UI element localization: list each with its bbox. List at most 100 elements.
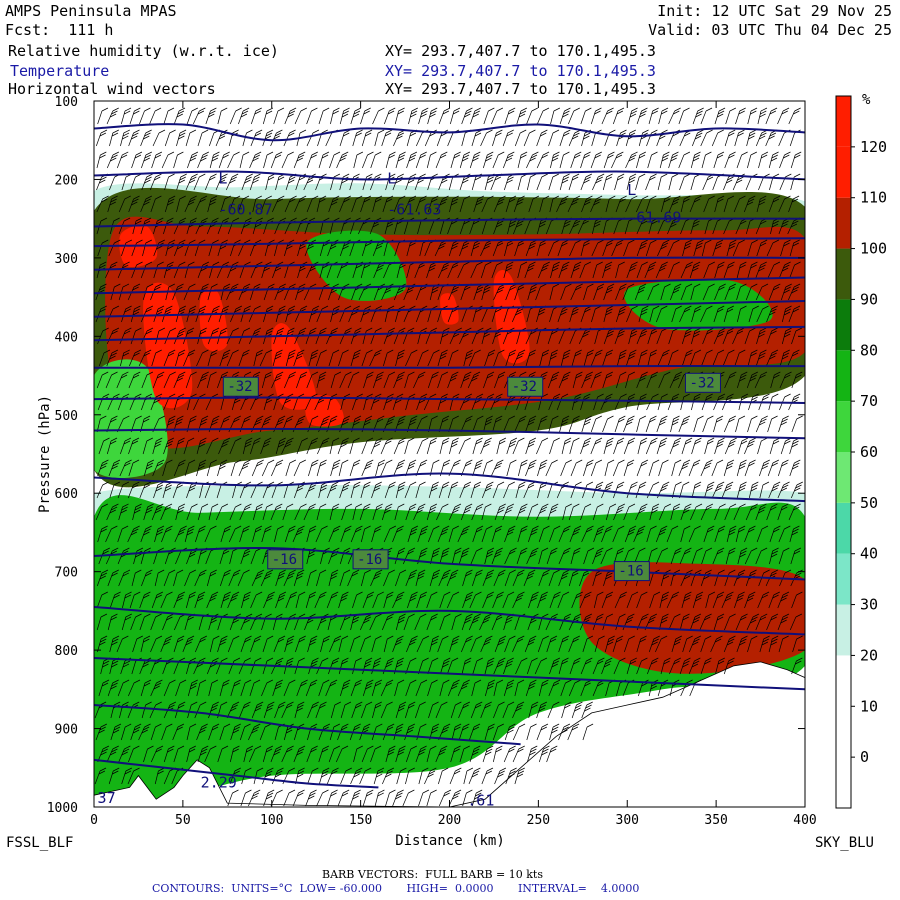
wind-barb-feather xyxy=(443,481,450,486)
wind-barb xyxy=(152,371,165,389)
wind-barb-staff xyxy=(248,308,255,323)
wind-barb-staff xyxy=(502,132,509,147)
wind-barb-feather xyxy=(132,437,140,442)
wind-barb xyxy=(209,151,220,169)
wind-barb-staff xyxy=(128,748,134,763)
wind-barb-feather xyxy=(141,729,148,734)
wind-barb xyxy=(128,371,141,389)
wind-barb-feather xyxy=(189,418,196,423)
wind-barb-feather xyxy=(156,374,164,379)
wind-barb-feather xyxy=(167,261,174,266)
wind-barb-feather xyxy=(299,129,307,134)
wind-barb xyxy=(138,723,151,741)
wind-barb-feather xyxy=(110,616,117,621)
wind-barb-feather xyxy=(122,132,130,137)
wind-barb-feather xyxy=(188,748,196,753)
wind-barb-feather xyxy=(143,660,150,665)
wind-barb-staff xyxy=(232,484,237,499)
wind-barb xyxy=(503,151,515,169)
wind-barb-staff xyxy=(154,572,159,587)
wind-barb-staff xyxy=(349,462,355,477)
wind-barb-feather xyxy=(398,107,405,112)
wind-barb-staff xyxy=(424,132,432,147)
wind-barb-staff xyxy=(164,132,170,147)
wind-barb-staff xyxy=(97,528,102,543)
wind-barb-feather xyxy=(212,418,219,423)
wind-barb xyxy=(106,327,120,345)
wind-barb xyxy=(339,107,350,125)
wind-barb-feather xyxy=(153,685,160,690)
wind-barb-staff xyxy=(149,704,157,719)
wind-barb-staff xyxy=(394,110,399,125)
wind-barb xyxy=(316,789,329,807)
wind-barb-feather xyxy=(222,154,229,159)
wind-barb xyxy=(160,503,173,521)
wind-barb xyxy=(384,107,396,125)
wind-barb-feather xyxy=(155,635,163,640)
wind-barb-feather xyxy=(277,107,285,112)
wind-barb-feather xyxy=(521,459,528,464)
wind-barb-feather xyxy=(255,352,263,357)
wind-barb-staff xyxy=(140,682,146,697)
wind-barb-staff xyxy=(153,220,158,235)
wind-barb xyxy=(226,349,239,367)
wind-barb-staff xyxy=(283,792,290,807)
wind-barb-feather xyxy=(187,201,195,206)
wind-barb-feather xyxy=(179,239,186,244)
wind-barb-feather xyxy=(112,151,120,156)
wind-barb xyxy=(207,349,218,367)
wind-barb-feather xyxy=(474,481,482,486)
wind-barb xyxy=(150,613,162,631)
wind-barb-feather xyxy=(111,261,118,266)
wind-barb-feather xyxy=(221,239,228,244)
wind-barb xyxy=(128,349,142,367)
wind-barb-staff xyxy=(183,286,190,301)
wind-barb-feather xyxy=(234,308,241,313)
wind-barb-staff xyxy=(504,176,509,191)
wind-barb xyxy=(155,327,166,345)
wind-barb xyxy=(141,569,153,587)
wind-barb-staff xyxy=(459,176,465,191)
wind-barb xyxy=(504,173,515,191)
wind-barb-feather xyxy=(211,726,219,731)
wind-barb xyxy=(435,151,448,169)
wind-barb xyxy=(128,459,140,477)
field-rh-name: Relative humidity (w.r.t. ice) xyxy=(8,42,279,60)
wind-barb-staff xyxy=(361,132,367,147)
wind-barb xyxy=(194,591,206,609)
wind-barb-feather xyxy=(178,462,185,467)
wind-barb-staff xyxy=(106,440,112,455)
wind-barb-staff xyxy=(150,682,157,697)
wind-barb-staff xyxy=(96,484,103,499)
wind-barb-feather xyxy=(210,594,217,599)
wind-barb-staff xyxy=(160,506,167,521)
wind-barb xyxy=(174,525,187,543)
wind-barb xyxy=(94,767,107,785)
wind-barb-staff xyxy=(525,462,531,477)
wind-barb xyxy=(109,217,120,235)
wind-barb-feather xyxy=(112,679,119,684)
wind-barb-feather xyxy=(474,767,481,772)
wind-barb xyxy=(121,767,133,785)
wind-barb xyxy=(183,437,195,455)
wind-barb-staff xyxy=(435,154,442,169)
wind-barb-feather xyxy=(99,154,106,159)
wind-barb-feather xyxy=(146,437,153,442)
wind-barb-feather xyxy=(232,572,240,577)
wind-barb-feather xyxy=(213,415,220,420)
wind-barb-feather xyxy=(132,484,139,489)
wind-barb-feather xyxy=(145,525,152,530)
wind-barb-feather xyxy=(147,459,155,464)
wind-barb-feather xyxy=(156,591,164,596)
wind-barb-staff xyxy=(130,176,136,191)
wind-barb xyxy=(253,349,263,367)
wind-barb-feather xyxy=(198,443,206,448)
wind-barb xyxy=(271,459,284,477)
wind-barb-feather xyxy=(202,261,210,266)
wind-barb-staff xyxy=(380,440,387,455)
wind-barb-feather xyxy=(190,415,197,420)
wind-barb-feather xyxy=(112,107,119,112)
wind-barb-staff xyxy=(330,462,335,477)
wind-barb-feather xyxy=(111,682,118,687)
wind-barb-feather xyxy=(163,641,170,646)
